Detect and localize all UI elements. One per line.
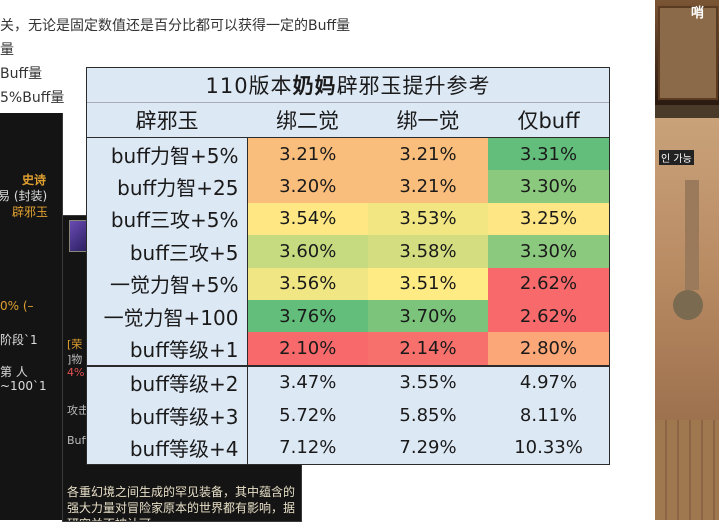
percent-label: 0% (– [0, 299, 34, 313]
table-cell: 3.20% [247, 170, 368, 203]
table-cell: 3.53% [368, 202, 488, 236]
item-icon [69, 220, 87, 252]
table-row: buff力智+25 3.20% 3.21% 3.30% [87, 170, 610, 203]
table-cell: 5.85% [368, 399, 488, 432]
table-row: buff等级+2 3.47% 3.55% 4.97% [87, 364, 610, 400]
game-screenshot: 哨 인 가능 [655, 0, 719, 520]
table-cell: 3.76% [247, 299, 368, 333]
row-label: buff力智+5% [87, 137, 248, 171]
table-title-bold: 奶妈 [292, 74, 337, 98]
range-label: ~100`1 [0, 379, 47, 393]
article-line: 量 [0, 42, 14, 58]
table-row: 一觉力智+5% 3.56% 3.51% 2.62% [87, 267, 610, 300]
reference-table: 110版本奶妈辟邪玉提升参考 辟邪玉 绑二觉 绑一觉 仅buff buff力智+… [86, 67, 610, 465]
buff-table: 110版本奶妈辟邪玉提升参考 辟邪玉 绑二觉 绑一觉 仅buff buff力智+… [87, 68, 610, 464]
row-label: buff三攻+5% [87, 202, 248, 236]
table-cell: 7.12% [247, 431, 368, 464]
stage-label: 阶段`1 [0, 333, 38, 347]
table-cell: 3.58% [368, 235, 488, 268]
table-row: buff等级+1 2.10% 2.14% 2.80% [87, 332, 610, 366]
tooltip-pct: 4% [67, 366, 85, 379]
item-description: 各重幻境之间生成的罕见装备，其中蕴含的强大力量对冒险家原本的世界都有影响，据研究… [67, 485, 296, 521]
table-title-prefix: 110版本 [205, 74, 293, 98]
row-label: buff等级+3 [87, 399, 248, 432]
column-header: 绑一觉 [368, 102, 488, 138]
row-label: buff三攻+5 [87, 235, 248, 268]
table-cell: 3.30% [488, 170, 610, 203]
table-cell: 2.80% [488, 332, 610, 366]
table-row: buff三攻+5% 3.54% 3.53% 3.25% [87, 202, 610, 236]
table-cell: 2.62% [488, 299, 610, 333]
game-title: 哨 [691, 6, 705, 21]
game-hud: 哨 [655, 0, 719, 105]
table-cell: 3.21% [368, 170, 488, 203]
table-row: buff等级+4 7.12% 7.29% 10.33% [87, 431, 610, 464]
table-cell: 10.33% [488, 431, 610, 464]
article-text: 关，无论是固定数值还是百分比都可以获得一定的Buff量 量 Buff量 5%Bu… [0, 14, 400, 110]
table-title-row: 110版本奶妈辟邪玉提升参考 [87, 68, 610, 103]
row-label: buff等级+4 [87, 431, 248, 464]
article-line: 关，无论是固定数值还是百分比都可以获得一定的Buff量 [0, 18, 351, 34]
row-label: buff等级+2 [87, 364, 248, 400]
table-cell: 4.97% [488, 364, 610, 400]
table-cell: 3.60% [247, 235, 368, 268]
scene-jar [673, 290, 703, 320]
row-label: 一觉力智+100 [87, 299, 248, 333]
item-tooltip-1: 史诗 易 (封装) 辟邪玉 0% (– 阶段`1 第 人 ~100`1 [0, 113, 63, 520]
table-cell: 3.56% [247, 267, 368, 300]
table-row: buff等级+3 5.72% 5.85% 8.11% [87, 399, 610, 432]
column-header: 辟邪玉 [87, 102, 247, 138]
table-header-row: 辟邪玉 绑二觉 绑一觉 仅buff [87, 102, 610, 138]
scene-pole [685, 180, 699, 290]
tooltip-tag: [荣 [67, 338, 83, 351]
bind-label: 易 (封装) [0, 189, 48, 203]
item-type-label: 辟邪玉 [12, 205, 49, 219]
table-row: buff三攻+5 3.60% 3.58% 3.30% [87, 235, 610, 268]
tooltip-atk: 攻击 [67, 404, 89, 417]
table-cell: 2.14% [368, 332, 488, 366]
tooltip-line: 第 人 [0, 365, 28, 379]
table-title-suffix: 辟邪玉提升参考 [336, 74, 491, 98]
table-title: 110版本奶妈辟邪玉提升参考 [87, 68, 610, 103]
row-label: buff等级+1 [87, 332, 248, 366]
table-cell: 3.47% [247, 364, 368, 400]
rarity-label: 史诗 [22, 173, 47, 187]
table-cell: 3.21% [247, 137, 368, 171]
table-cell: 2.10% [247, 332, 368, 366]
table-cell: 2.62% [488, 267, 610, 300]
table-cell: 3.54% [247, 202, 368, 236]
table-cell: 5.72% [247, 399, 368, 432]
minimap [658, 6, 718, 100]
table-row: buff力智+5% 3.21% 3.21% 3.31% [87, 137, 610, 171]
row-label: buff力智+25 [87, 170, 248, 203]
article-line: 5%Buff量 [0, 90, 65, 106]
tooltip-buff: Buff [67, 434, 90, 447]
tooltip-tag: ]物 [67, 353, 83, 366]
table-cell: 3.21% [368, 137, 488, 171]
table-cell: 3.55% [368, 364, 488, 400]
row-label: 一觉力智+5% [87, 267, 248, 300]
scene-floor [655, 420, 719, 520]
table-cell: 3.31% [488, 137, 610, 171]
column-header: 仅buff [488, 102, 610, 138]
column-header: 绑二觉 [247, 102, 368, 138]
table-cell: 8.11% [488, 399, 610, 432]
table-cell: 3.25% [488, 202, 610, 236]
article-line: Buff量 [0, 66, 43, 82]
game-label: 인 가능 [659, 150, 694, 165]
table-cell: 7.29% [368, 431, 488, 464]
table-cell: 3.30% [488, 235, 610, 268]
table-row: 一觉力智+100 3.76% 3.70% 2.62% [87, 299, 610, 333]
table-cell: 3.51% [368, 267, 488, 300]
table-cell: 3.70% [368, 299, 488, 333]
